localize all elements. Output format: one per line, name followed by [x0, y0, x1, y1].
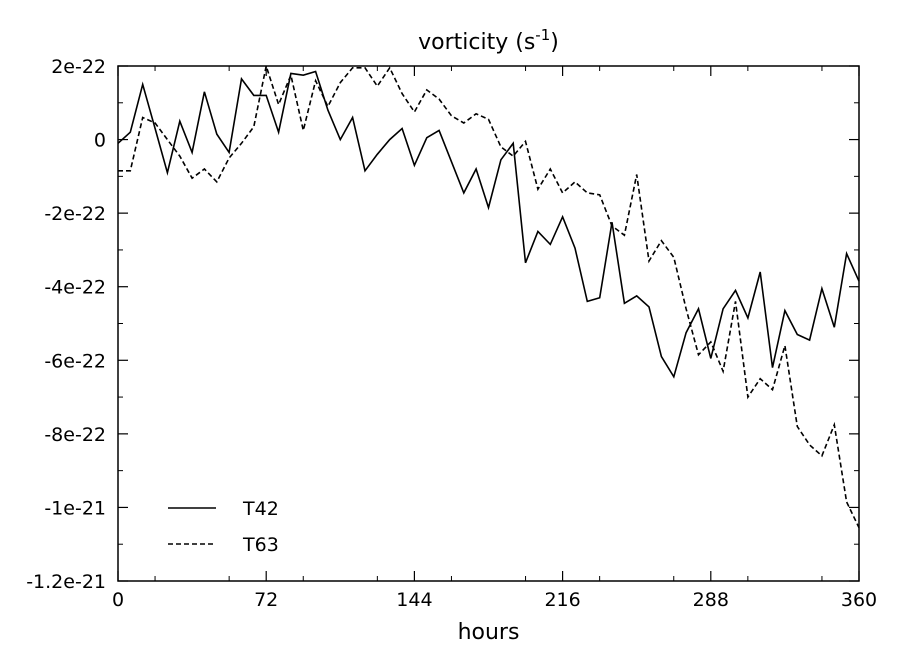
y-tick-label: -4e-22: [44, 277, 106, 299]
y-tick-label: 2e-22: [51, 56, 106, 78]
legend-label-t63: T63: [242, 534, 279, 556]
chart-title-main: vorticity (s: [418, 30, 535, 55]
series-line-t42: [117, 70, 860, 379]
chart-title-superscript: -1: [535, 26, 550, 44]
x-tick-label: 216: [544, 589, 580, 611]
y-tick-label: 0: [94, 130, 106, 152]
y-tick-label: -2e-22: [44, 203, 106, 225]
chart-title: vorticity (s-1): [418, 26, 559, 55]
y-tick-label: -1.2e-21: [26, 571, 106, 593]
x-axis-label: hours: [458, 620, 520, 645]
x-tick-label: 360: [841, 589, 877, 611]
y-tick-label: -6e-22: [44, 350, 106, 372]
legend-label-t42: T42: [242, 498, 279, 520]
ticks-layer: 0 72 144 216 288 360 2e-22 0 -2e-22 -4e-22 -6e-22 -…: [26, 56, 877, 611]
y-tick-label: -8e-22: [44, 424, 106, 446]
x-tick-label: 288: [693, 589, 729, 611]
x-tick-label: 72: [254, 589, 278, 611]
x-tick-label: 0: [112, 589, 124, 611]
series-line-t63: [118, 62, 860, 529]
plot-frame: [117, 65, 860, 582]
chart-title-close: ): [550, 30, 559, 55]
x-tick-label: 144: [396, 589, 432, 611]
y-tick-label: -1e-21: [44, 497, 106, 519]
legend: T42 T63: [168, 498, 279, 556]
series-layer: [117, 62, 860, 529]
